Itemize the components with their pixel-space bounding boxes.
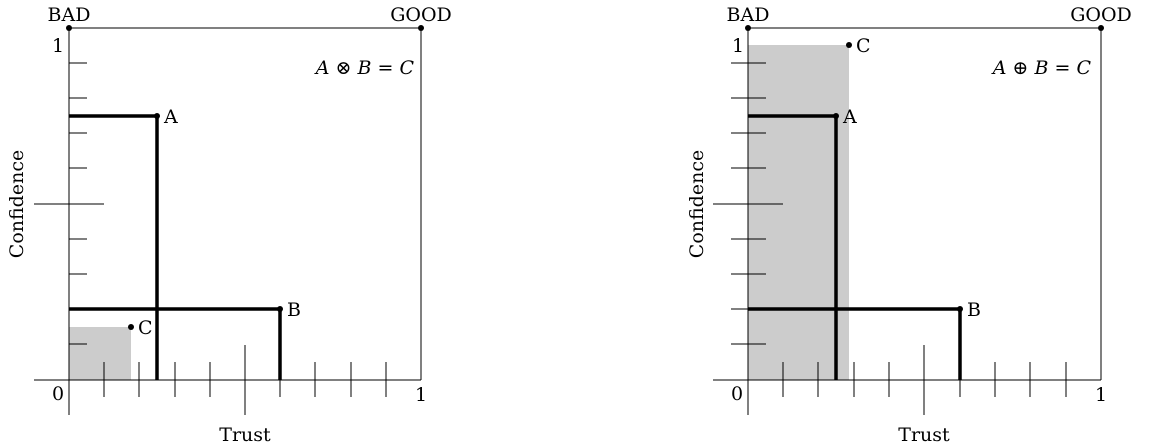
right-y-one-label: 1: [732, 35, 744, 57]
left-point-c-label: C: [138, 317, 153, 339]
left-interval-lines: [69, 114, 282, 380]
left-origin-label: 0: [52, 383, 64, 405]
right-corner-bad-label: BAD: [727, 4, 770, 26]
right-point-a-label: A: [842, 106, 857, 128]
left-panel: BAD GOOD 1 0 1 Trust Confidence A ⊗ B = …: [6, 4, 452, 446]
right-bad-corner-dot: [745, 25, 751, 31]
right-point-b-dot: [957, 306, 963, 312]
left-good-corner-dot: [418, 25, 424, 31]
left-point-b-label: B: [287, 299, 301, 321]
left-point-b-dot: [277, 306, 283, 312]
left-point-c-dot: [128, 324, 134, 330]
right-point-b-label: B: [967, 299, 981, 321]
right-point-c-dot: [846, 42, 852, 48]
right-panel: BAD GOOD 1 0 1 Trust Confidence A ⊕ B = …: [686, 4, 1132, 446]
left-corner-good-label: GOOD: [390, 4, 452, 26]
left-corner-bad-label: BAD: [48, 4, 91, 26]
right-formula: A ⊕ B = C: [991, 57, 1092, 79]
right-point-c-label: C: [856, 35, 871, 57]
right-point-a-dot: [833, 113, 839, 119]
right-x-one-label: 1: [1095, 384, 1107, 406]
left-point-a-label: A: [163, 106, 178, 128]
left-y-one-label: 1: [52, 35, 64, 57]
right-x-axis-label: Trust: [898, 424, 950, 446]
left-bad-corner-dot: [66, 25, 72, 31]
left-x-one-label: 1: [415, 384, 427, 406]
left-x-axis-label: Trust: [219, 424, 271, 446]
right-corner-good-label: GOOD: [1070, 4, 1132, 26]
left-shaded-region-c: [69, 327, 131, 380]
right-shaded-region-c: [748, 45, 849, 380]
right-y-axis-label: Confidence: [686, 150, 708, 258]
left-y-axis-label: Confidence: [6, 150, 28, 258]
left-point-a-dot: [154, 113, 160, 119]
right-good-corner-dot: [1098, 25, 1104, 31]
right-interval-lines: [748, 114, 962, 380]
left-formula: A ⊗ B = C: [314, 57, 415, 79]
right-origin-label: 0: [731, 383, 743, 405]
